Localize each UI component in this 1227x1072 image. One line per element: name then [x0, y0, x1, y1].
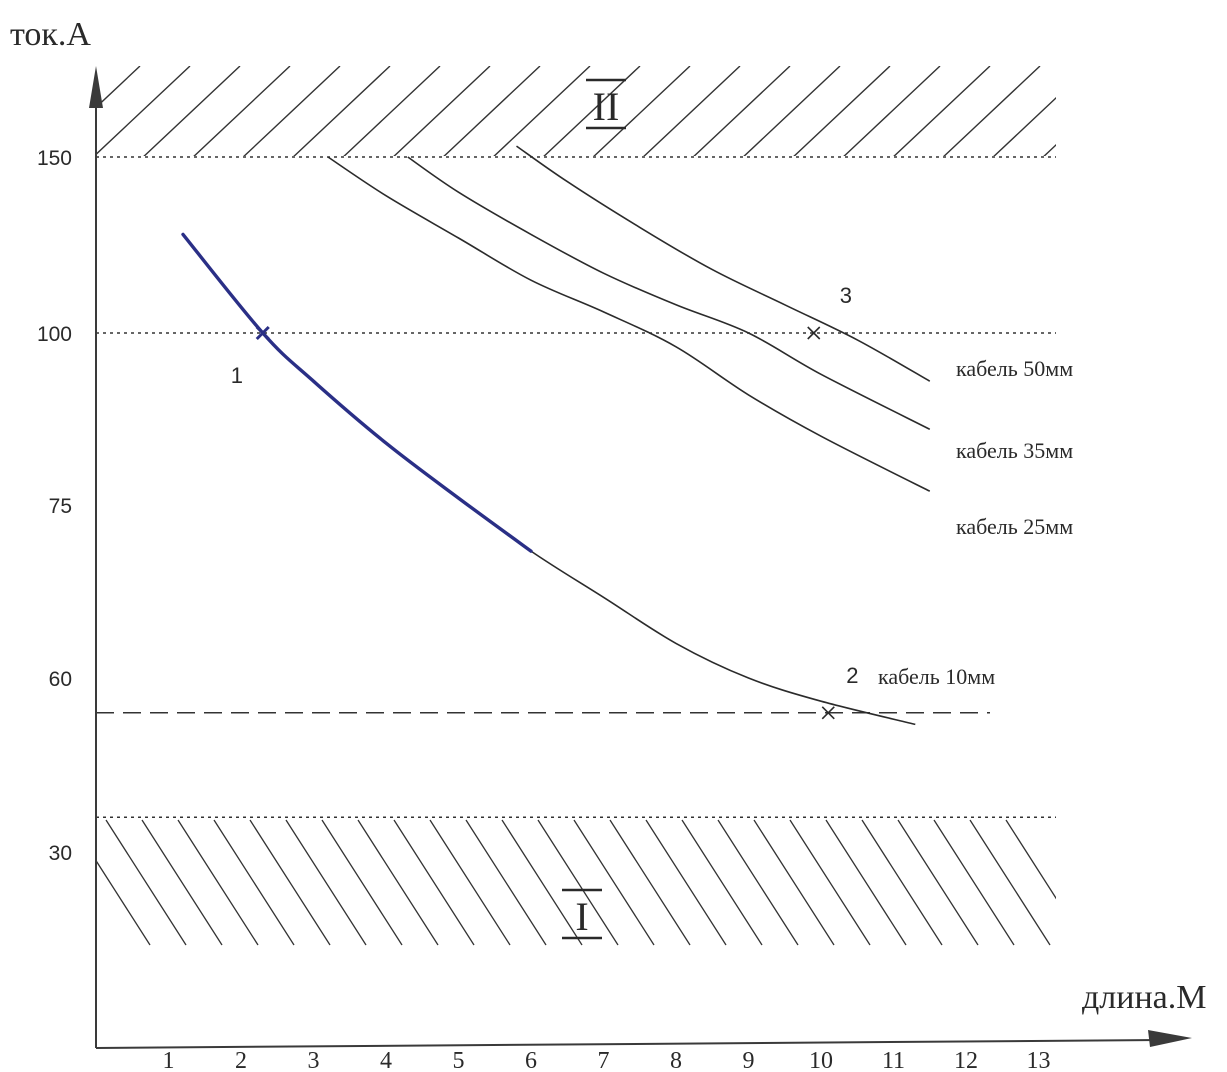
x-tick-label: 6 [525, 1048, 537, 1072]
x-tick-label: 9 [743, 1048, 755, 1072]
hatch-line [193, 66, 291, 156]
hatch-line [843, 66, 941, 156]
series-line-highlight [181, 232, 533, 553]
hatch-line [443, 66, 541, 156]
hatch-line [645, 819, 727, 946]
hatch-line [393, 66, 491, 156]
marker-cross [821, 706, 835, 720]
hatch-line [429, 819, 511, 946]
x-tick-label: 7 [598, 1048, 610, 1072]
x-tick-label: 11 [882, 1048, 905, 1072]
series-line [182, 233, 916, 726]
hatch-line [321, 819, 403, 946]
y-tick-label: 60 [49, 668, 72, 691]
hatch-line [793, 66, 891, 156]
hatch-line [357, 819, 439, 946]
hatch-line [141, 819, 223, 946]
hatch-line [343, 66, 441, 156]
hatch-line [96, 859, 151, 946]
x-axis-arrow [1148, 1030, 1192, 1047]
hatch-line [213, 819, 295, 946]
reference-lines [96, 156, 1056, 818]
hatch-line [1043, 143, 1056, 156]
marker-label: 3 [840, 283, 852, 308]
region-ii-hatch [96, 66, 1190, 160]
hatch-line [96, 66, 141, 109]
hatch-line [493, 66, 591, 156]
x-tick-label: 5 [453, 1048, 465, 1072]
series-label: кабель 25мм [956, 514, 1073, 539]
hatch-line [501, 819, 583, 946]
series-label: кабель 10мм [878, 664, 995, 689]
x-tick-label: 13 [1027, 1048, 1051, 1072]
markers: 1 2 3 [231, 283, 859, 720]
hatch-line [285, 819, 367, 946]
y-tick-label: 100 [37, 323, 72, 346]
hatch-line [105, 819, 187, 946]
hatch-line [717, 819, 799, 946]
hatch-line [681, 819, 763, 946]
hatch-line [897, 819, 979, 946]
x-axis [95, 1039, 1161, 1049]
y-axis-arrow [89, 66, 103, 108]
hatch-line [143, 66, 241, 156]
hatch-line [1090, 66, 1190, 160]
hatch-line [537, 819, 619, 946]
marker-label: 2 [846, 663, 858, 688]
y-tick-label: 30 [49, 842, 72, 865]
hatch-line [943, 66, 1041, 156]
hatch-line [743, 66, 841, 156]
y-tick-label: 150 [37, 147, 72, 170]
hatch-line [993, 96, 1056, 156]
hatch-line [933, 819, 1015, 946]
hatch-line [861, 819, 943, 946]
hatch-line [249, 819, 331, 946]
hatch-line [593, 66, 691, 156]
hatch-line [693, 66, 791, 156]
series-label: кабель 35мм [956, 438, 1073, 463]
hatch-line [753, 819, 835, 946]
series-line [516, 145, 931, 382]
marker-label: 1 [231, 363, 243, 388]
hatch-line [293, 66, 391, 156]
y-tick-label: 75 [49, 495, 72, 518]
series-label: кабель 50мм [956, 356, 1073, 381]
hatch-line [969, 819, 1051, 946]
series-line [327, 156, 931, 492]
x-axis-title: длина.М [1082, 979, 1206, 1016]
hatch-line [543, 66, 641, 156]
region-label: I [575, 894, 588, 939]
hatch-line [893, 66, 991, 156]
hatch-line [243, 66, 341, 156]
x-tick-label: 12 [954, 1048, 978, 1072]
series-lines [181, 145, 931, 726]
series-line [407, 156, 931, 431]
hatch-line [825, 819, 907, 946]
x-tick-label: 3 [308, 1048, 320, 1072]
region-label: II [593, 84, 620, 129]
region-labels: III [562, 78, 626, 940]
x-tick-labels: 1 2 3 4 5 6 7 8 9 10 11 12 13 [163, 1048, 1051, 1072]
marker-cross [255, 325, 270, 341]
hatch-line [96, 66, 191, 156]
series-labels: кабель 10мм кабель 25мм кабель 35мм кабель … [878, 356, 1073, 689]
hatch-line [789, 819, 871, 946]
x-tick-label: 4 [380, 1048, 392, 1072]
hatch-line [177, 819, 259, 946]
hatch-line [393, 819, 475, 946]
region-i-hatch [96, 819, 1056, 946]
x-tick-label: 8 [670, 1048, 682, 1072]
hatch-line [643, 66, 741, 156]
hatch-line [1005, 819, 1056, 900]
hatch-line [465, 819, 547, 946]
marker-cross [807, 326, 821, 340]
y-axis-title: ток.А [10, 16, 91, 53]
y-tick-labels: 150 100 75 60 30 [37, 147, 72, 865]
x-tick-label: 10 [809, 1048, 833, 1072]
x-tick-label: 1 [163, 1048, 175, 1072]
hatch-line [573, 819, 655, 946]
hatch-line [609, 819, 691, 946]
x-tick-label: 2 [235, 1048, 247, 1072]
